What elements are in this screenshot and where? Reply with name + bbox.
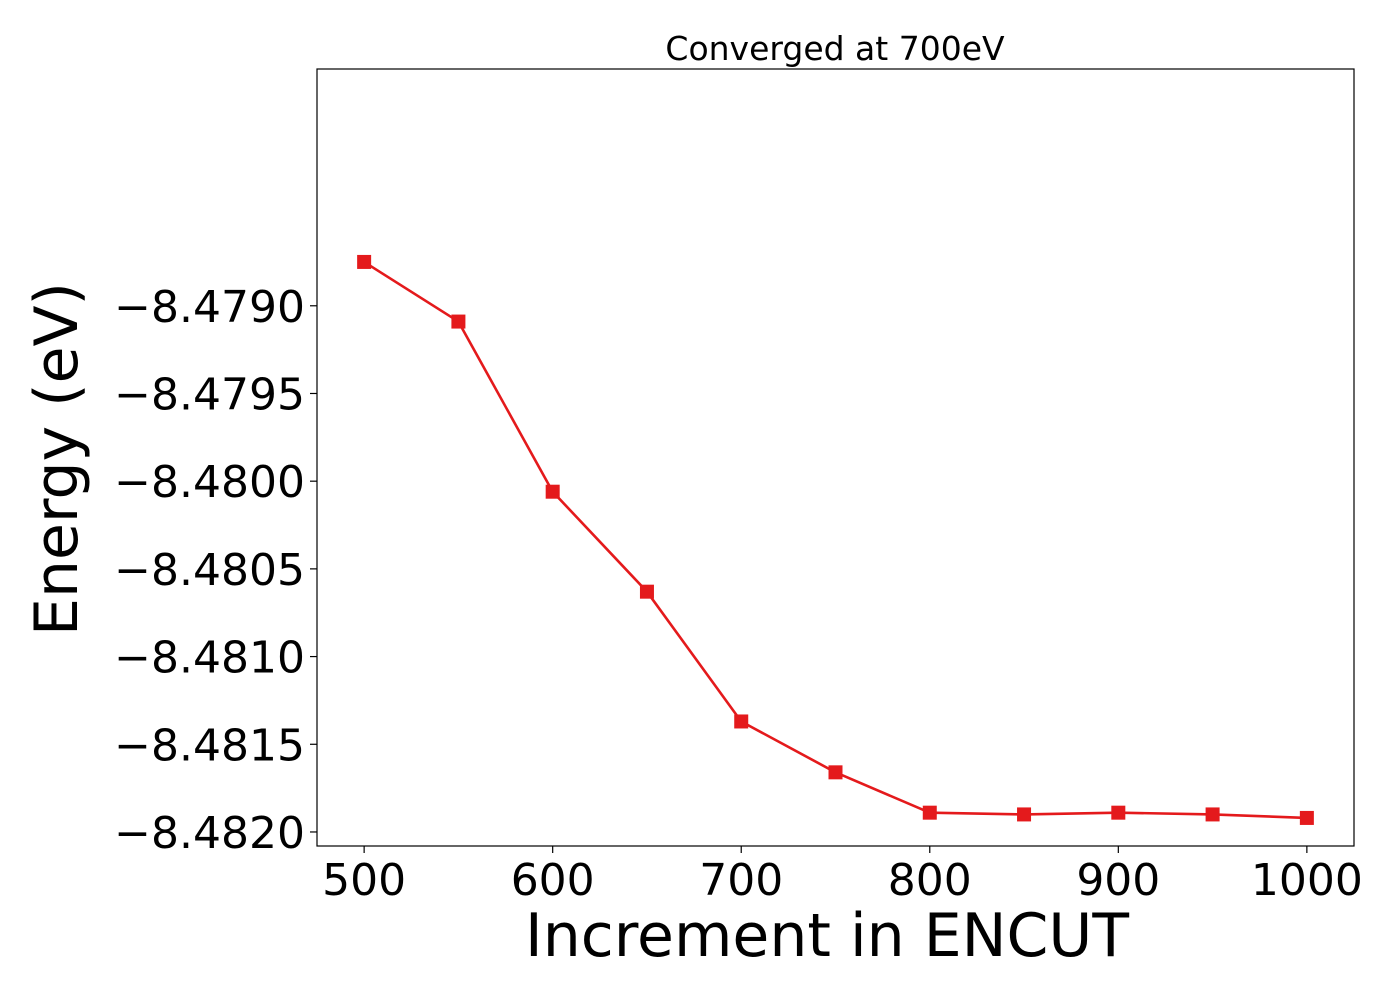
data-point-marker [545, 484, 560, 499]
x-tick-label: 900 [1076, 855, 1160, 906]
data-point-marker [451, 314, 466, 329]
x-axis-ticks: 500 600 700 800 900 1000 [322, 846, 1363, 906]
y-tick-label: −8.4815 [114, 720, 305, 771]
x-tick-label: 600 [511, 855, 595, 906]
x-tick-label: 800 [888, 855, 972, 906]
data-point-marker [1111, 805, 1126, 820]
y-tick-label: −8.4790 [114, 282, 305, 333]
plot-frame [316, 68, 1355, 847]
y-tick-label: −8.4795 [114, 369, 305, 420]
plot-series [357, 254, 1314, 825]
data-point-marker [1299, 810, 1314, 825]
data-point-marker [639, 584, 654, 599]
y-tick-label: −8.4820 [114, 808, 305, 859]
data-point-marker [1017, 807, 1032, 822]
data-point-marker [357, 254, 372, 269]
x-axis-label: Increment in ENCUT [525, 901, 1129, 971]
x-tick-label: 500 [322, 855, 406, 906]
y-axis-label: Energy (eV) [22, 282, 92, 636]
y-tick-label: −8.4805 [114, 545, 305, 596]
y-tick-label: −8.4800 [114, 457, 305, 508]
chart-title: Converged at 700eV [665, 29, 1005, 68]
y-axis-ticks: −8.4790 −8.4795 −8.4800 −8.4805 −8.4810 −8.48… [114, 282, 317, 859]
data-point-marker [922, 805, 937, 820]
x-tick-label: 1000 [1251, 855, 1363, 906]
data-point-marker [828, 765, 843, 780]
x-tick-label: 700 [699, 855, 783, 906]
y-tick-label: −8.4810 [114, 633, 305, 684]
data-point-marker [1205, 807, 1220, 822]
data-point-marker [734, 714, 749, 729]
